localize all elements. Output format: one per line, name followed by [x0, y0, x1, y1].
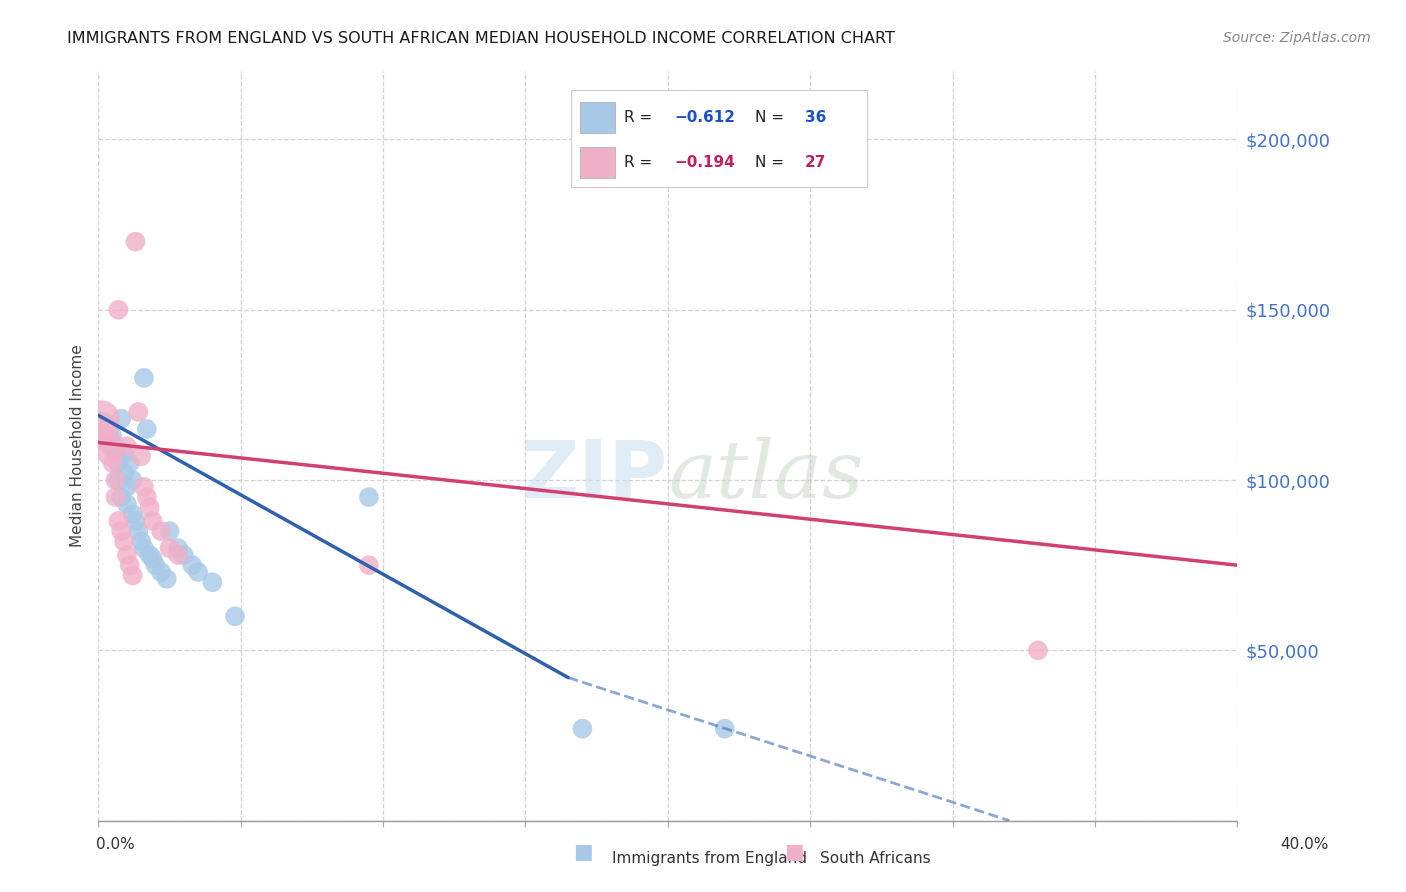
Point — [138, 548, 160, 562]
Point — [1026, 643, 1049, 657]
Point — [141, 551, 163, 566]
Point — [167, 548, 190, 562]
Point — [135, 422, 157, 436]
Point — [110, 524, 132, 538]
Point — [571, 722, 593, 736]
Point — [714, 722, 737, 736]
Point — [201, 575, 224, 590]
Point — [181, 558, 204, 573]
Point — [132, 541, 155, 556]
Point — [107, 302, 129, 317]
Point — [115, 480, 138, 494]
Point — [224, 609, 246, 624]
Point — [127, 524, 149, 538]
Text: 0.0%: 0.0% — [96, 838, 135, 852]
Point — [110, 411, 132, 425]
Point — [110, 490, 132, 504]
Point — [141, 514, 163, 528]
Text: ■: ■ — [574, 842, 593, 862]
Point — [107, 473, 129, 487]
Point — [145, 558, 167, 573]
Point — [357, 558, 380, 573]
Point — [104, 446, 127, 460]
Point — [129, 449, 152, 463]
Point — [159, 541, 181, 556]
Point — [159, 524, 181, 538]
Point — [107, 514, 129, 528]
Point — [121, 568, 143, 582]
Point — [90, 411, 112, 425]
Point — [112, 446, 135, 460]
Point — [132, 371, 155, 385]
Point — [93, 422, 115, 436]
Point — [115, 497, 138, 511]
Point — [135, 490, 157, 504]
Point — [98, 429, 121, 443]
Point — [150, 524, 173, 538]
Text: Source: ZipAtlas.com: Source: ZipAtlas.com — [1223, 31, 1371, 45]
Text: ■: ■ — [785, 842, 804, 862]
Point — [107, 456, 129, 470]
Point — [156, 572, 179, 586]
Point — [129, 534, 152, 549]
Point — [127, 405, 149, 419]
Point — [121, 473, 143, 487]
Point — [101, 439, 124, 453]
Text: Immigrants from England: Immigrants from England — [612, 851, 807, 865]
Point — [173, 548, 195, 562]
Point — [115, 439, 138, 453]
Point — [90, 422, 112, 436]
Text: ZIP: ZIP — [520, 437, 668, 515]
Point — [124, 235, 146, 249]
Point — [101, 456, 124, 470]
Y-axis label: Median Household Income: Median Household Income — [69, 344, 84, 548]
Point — [124, 514, 146, 528]
Point — [104, 473, 127, 487]
Point — [121, 507, 143, 521]
Point — [187, 565, 209, 579]
Text: IMMIGRANTS FROM ENGLAND VS SOUTH AFRICAN MEDIAN HOUSEHOLD INCOME CORRELATION CHA: IMMIGRANTS FROM ENGLAND VS SOUTH AFRICAN… — [67, 31, 896, 46]
Point — [118, 558, 141, 573]
Text: 40.0%: 40.0% — [1281, 838, 1329, 852]
Point — [96, 432, 118, 446]
Text: atlas: atlas — [668, 437, 863, 515]
Point — [104, 490, 127, 504]
Point — [98, 446, 121, 460]
Point — [357, 490, 380, 504]
Point — [118, 456, 141, 470]
Point — [150, 565, 173, 579]
Text: South Africans: South Africans — [820, 851, 931, 865]
Point — [167, 541, 190, 556]
Point — [132, 480, 155, 494]
Point — [112, 534, 135, 549]
Point — [112, 467, 135, 481]
Point — [115, 548, 138, 562]
Point — [138, 500, 160, 515]
